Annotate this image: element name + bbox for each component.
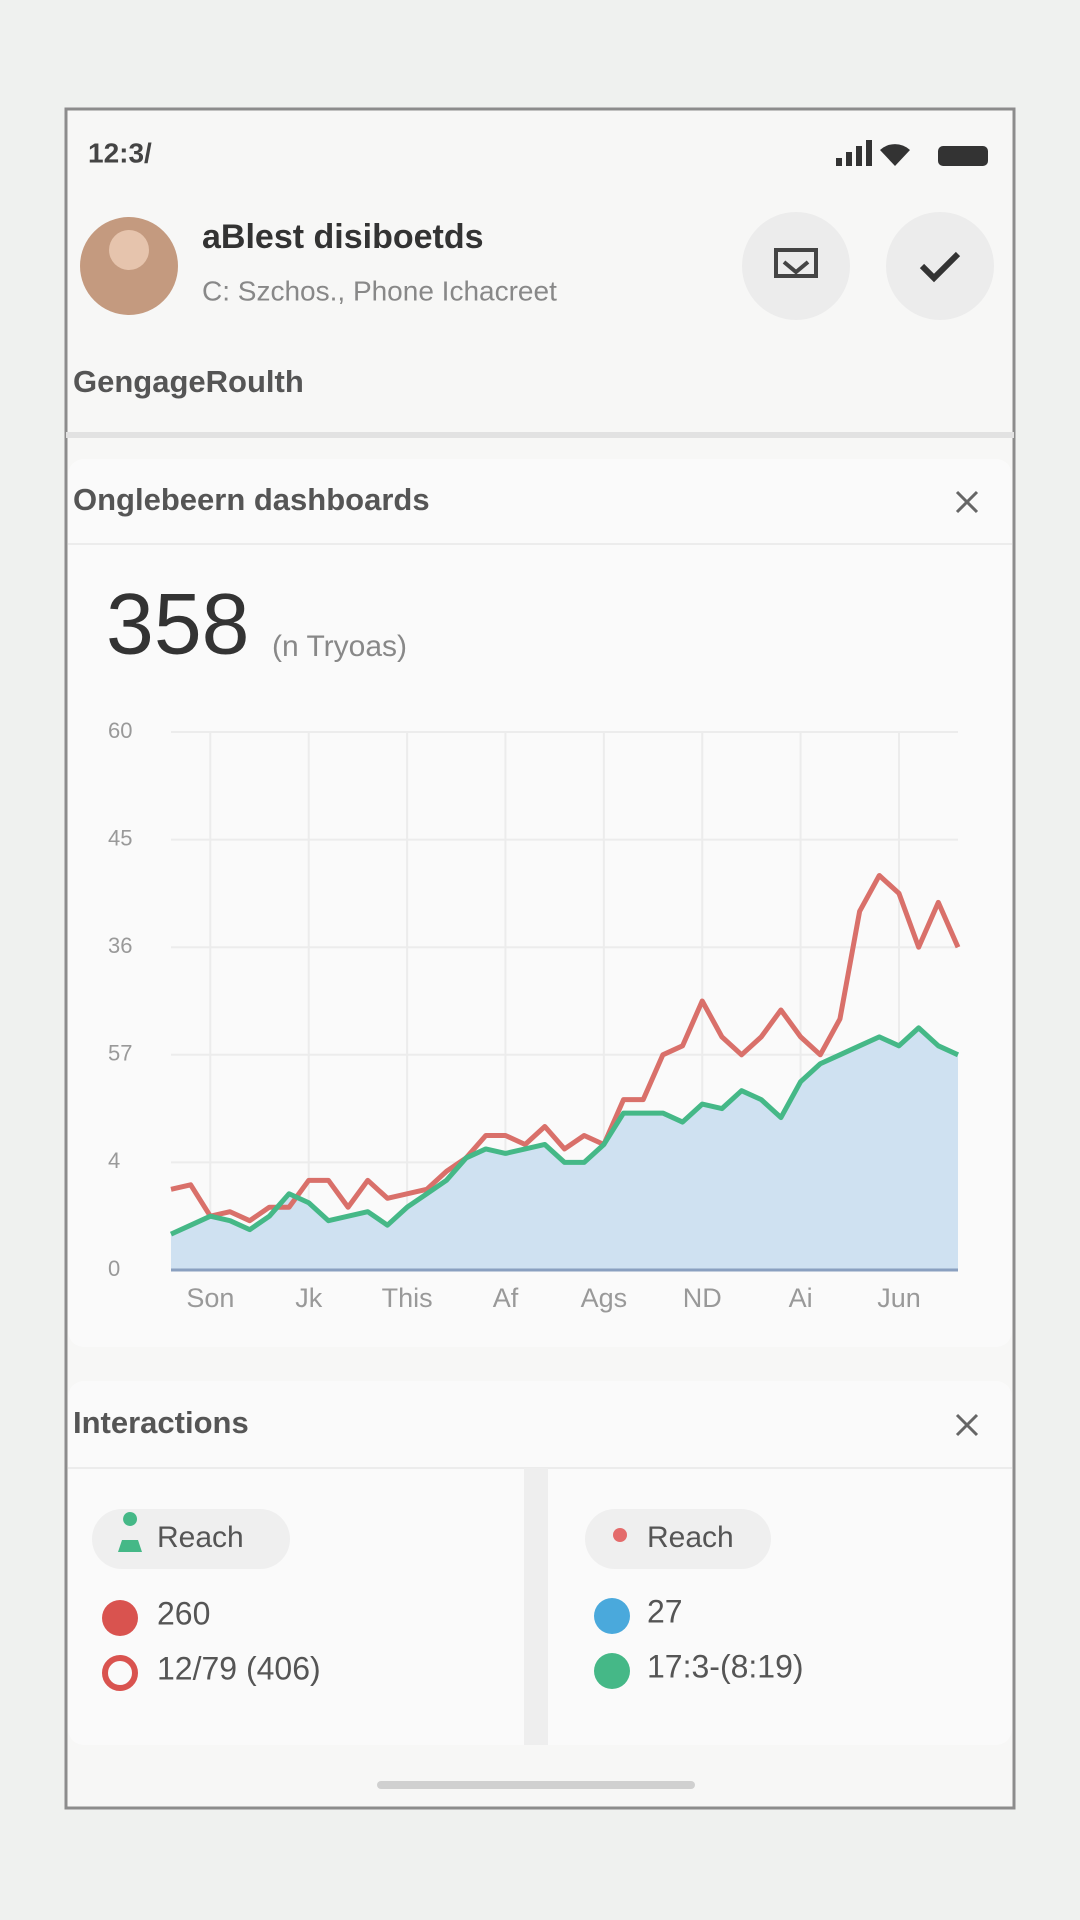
pill-label: Reach — [647, 1521, 734, 1554]
chart: 0 4 57 36 45 60 Son Jk This Af Ags ND Ai Jun — [108, 718, 961, 1313]
profile-name: aBlest disiboetds — [202, 218, 484, 256]
x-tick-label: This — [382, 1283, 433, 1313]
check-icon — [919, 251, 961, 283]
reach-pill[interactable] — [585, 1509, 771, 1569]
total-unit: (n Tryoas) — [272, 630, 407, 663]
inbox-button[interactable] — [742, 212, 850, 320]
y-tick-label: 36 — [108, 933, 132, 958]
home-indicator — [377, 1781, 695, 1789]
series-line — [169, 1025, 960, 1237]
metric-secondary: 12/79 (406) — [157, 1650, 321, 1686]
y-tick-label: 0 — [108, 1256, 120, 1281]
y-tick-label: 57 — [108, 1041, 132, 1066]
series-line — [170, 872, 961, 1224]
cell-divider — [524, 1468, 548, 1745]
person-icon — [118, 1512, 142, 1552]
profile-subtitle: C: Szchos., Phone Ichacreet — [202, 275, 557, 306]
status-icons — [836, 140, 988, 166]
reach-pill[interactable] — [92, 1509, 290, 1569]
x-tick-label: Ai — [789, 1283, 813, 1313]
x-tick-label: ND — [683, 1283, 722, 1313]
section-title: GengageRoulth — [73, 364, 304, 399]
x-tick-label: Ags — [581, 1283, 628, 1313]
y-tick-label: 4 — [108, 1148, 120, 1173]
confirm-button[interactable] — [886, 212, 994, 320]
x-tick-label: Jun — [877, 1283, 921, 1313]
close-button[interactable] — [955, 1413, 979, 1437]
pill-label: Reach — [157, 1521, 244, 1554]
close-button[interactable] — [955, 490, 979, 514]
inbox-icon — [774, 248, 818, 278]
status-icon — [594, 1653, 630, 1689]
status-icon — [102, 1655, 138, 1691]
area — [171, 1027, 958, 1270]
x-tick-label: Son — [186, 1283, 234, 1313]
card-title: Onglebeern dashboards — [73, 482, 430, 517]
y-tick-label: 60 — [108, 718, 132, 743]
metric-secondary: 17:3-(8:19) — [647, 1648, 804, 1684]
y-tick-label: 45 — [108, 825, 132, 850]
status-icon — [102, 1600, 138, 1636]
x-tick-label: Jk — [295, 1283, 323, 1313]
status-time: 12:3/ — [88, 137, 152, 168]
pin-icon — [613, 1528, 627, 1542]
metric-primary: 27 — [647, 1593, 683, 1629]
x-tick-label: Af — [493, 1283, 519, 1313]
card-title: Interactions — [73, 1405, 249, 1440]
avatar-face — [109, 230, 149, 270]
total-value: 358 — [106, 577, 250, 673]
metric-primary: 260 — [157, 1595, 210, 1631]
status-icon — [594, 1598, 630, 1634]
